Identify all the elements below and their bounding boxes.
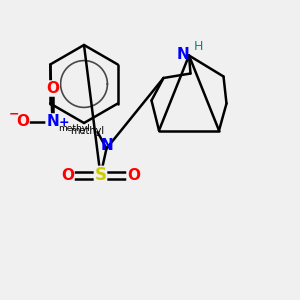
Text: −: −	[8, 107, 19, 121]
Text: methyl: methyl	[58, 124, 90, 134]
Text: N: N	[177, 46, 189, 62]
Text: O: O	[61, 168, 74, 183]
Text: O: O	[16, 114, 29, 129]
Text: O: O	[46, 81, 59, 96]
Text: S: S	[94, 167, 106, 184]
Text: N: N	[46, 114, 59, 129]
Text: N: N	[100, 138, 113, 153]
Text: +: +	[58, 116, 69, 129]
Text: H: H	[194, 40, 203, 53]
Text: O: O	[127, 168, 140, 183]
Text: methyl: methyl	[70, 125, 104, 136]
